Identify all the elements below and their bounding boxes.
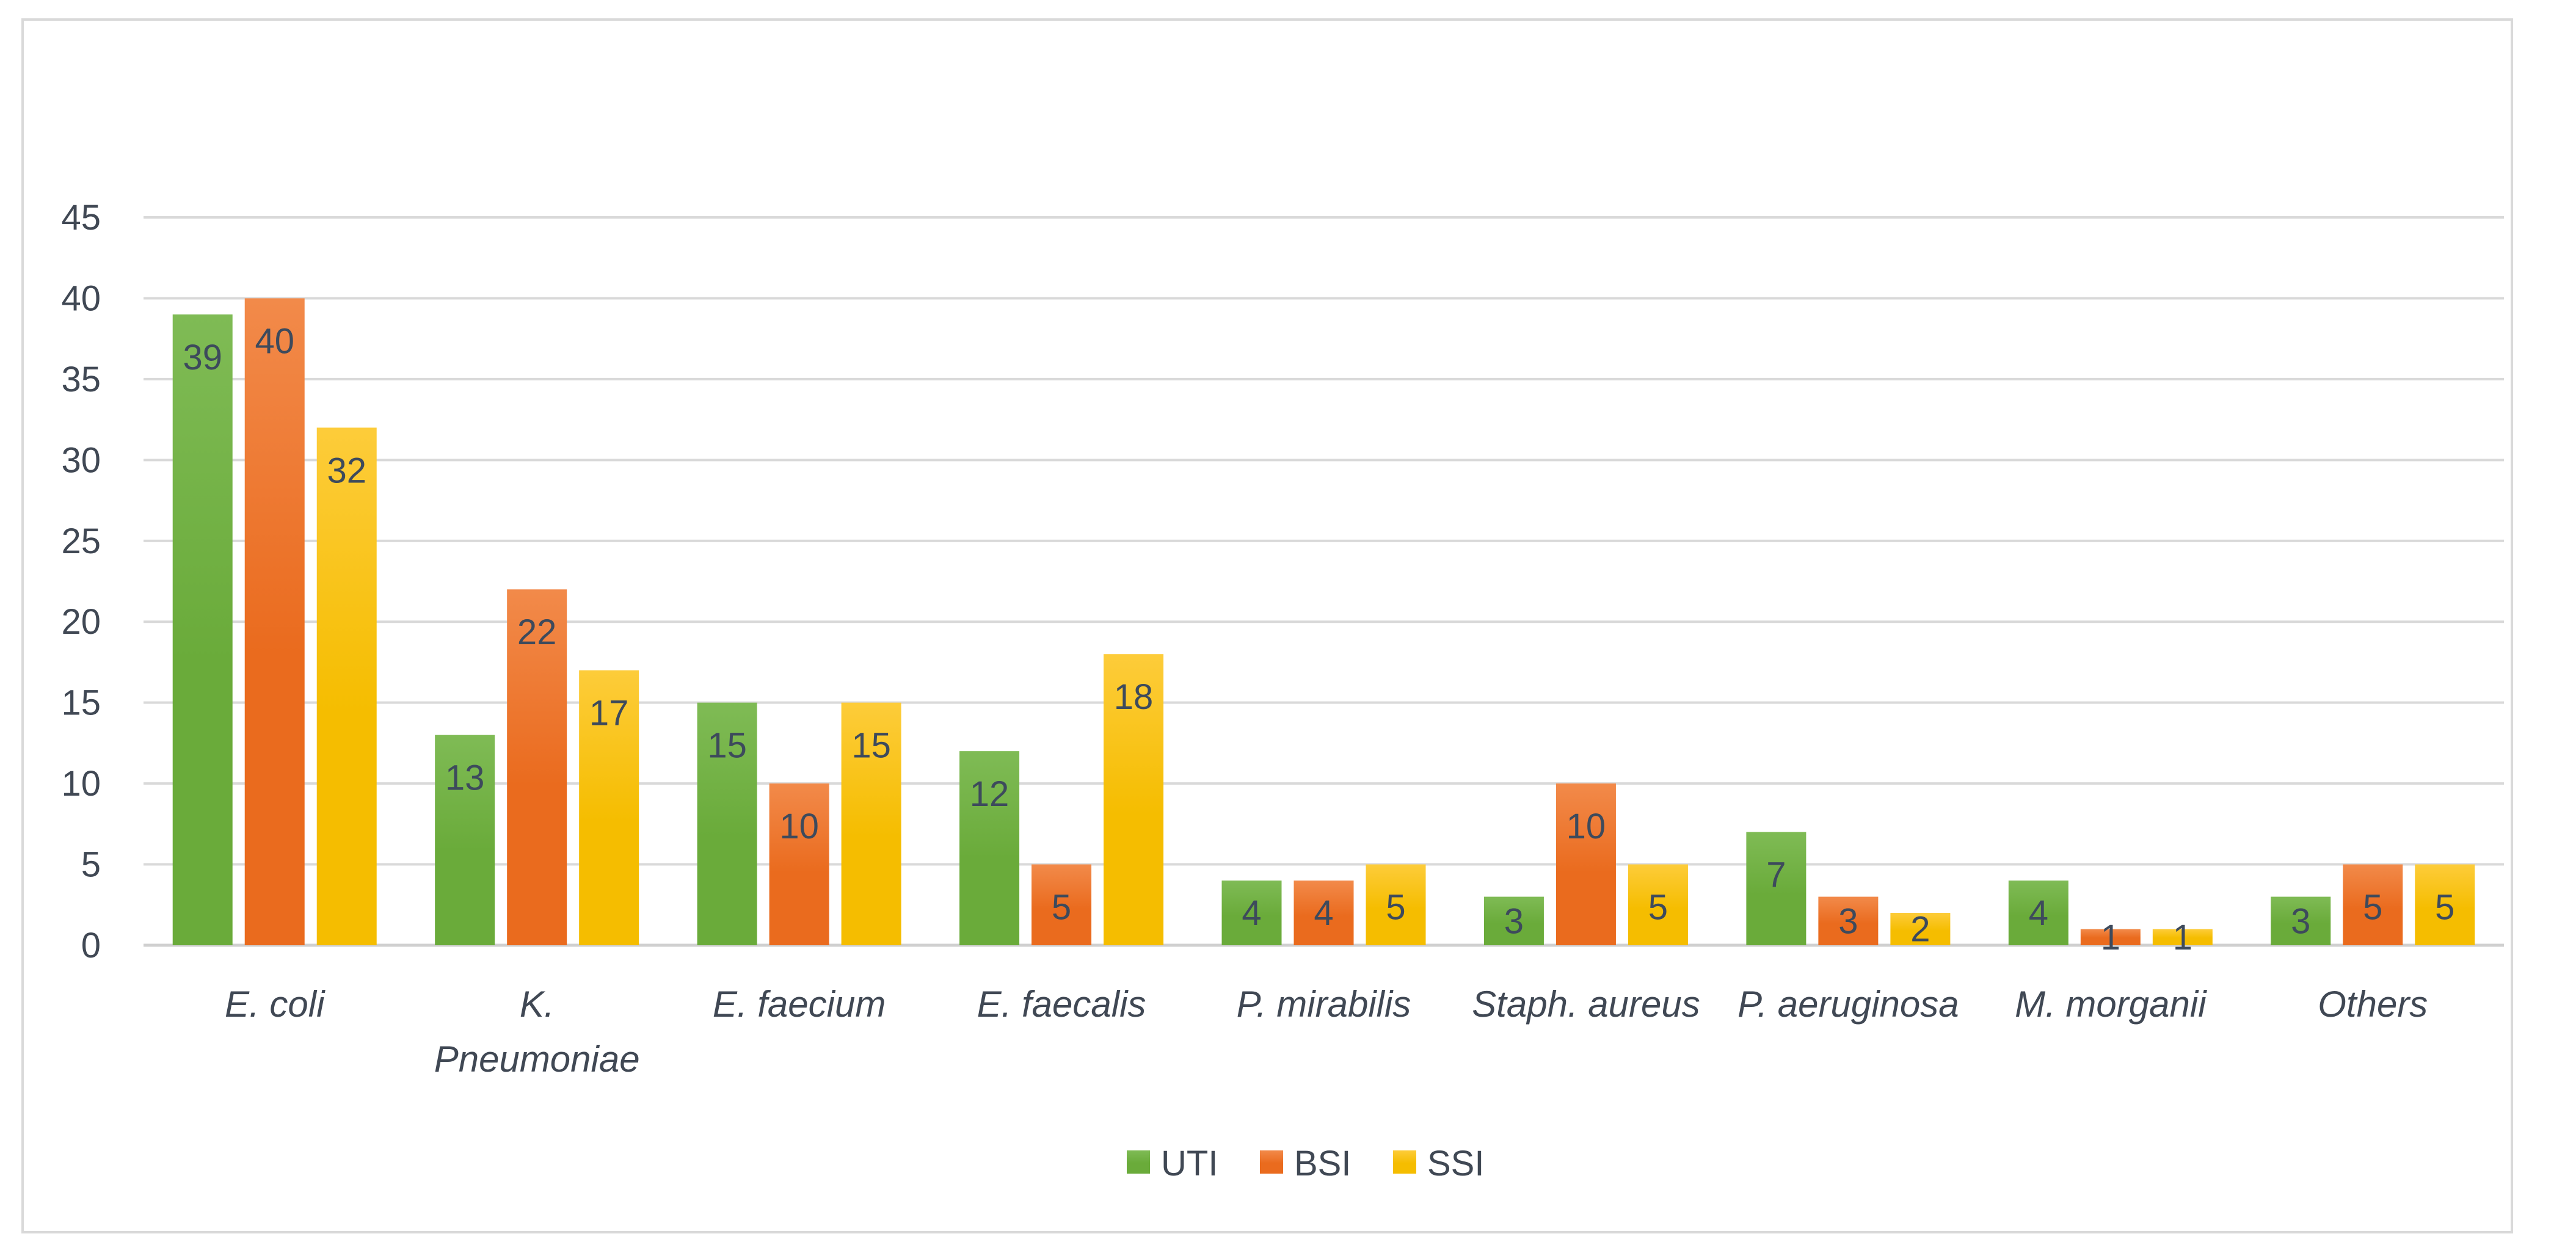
data-label: 10: [1566, 807, 1606, 846]
bar-uti: [1483, 896, 1544, 945]
grid-lines: [144, 216, 2504, 947]
bar-uti: [697, 702, 757, 945]
data-label: 7: [1766, 855, 1786, 895]
legend: UTI BSI SSI: [1127, 1144, 1485, 1183]
y-tick-label: 40: [61, 278, 101, 318]
bar-ssi: [1366, 864, 1426, 945]
data-label: 4: [1314, 893, 1333, 933]
legend-label: BSI: [1294, 1144, 1352, 1183]
bar-uti: [1221, 881, 1282, 945]
data-label: 4: [2029, 893, 2048, 933]
data-label: 32: [327, 451, 366, 490]
data-label: 18: [1114, 677, 1154, 717]
y-tick-label: 15: [61, 683, 101, 723]
data-label: 13: [445, 758, 485, 798]
y-tick-label: 20: [61, 602, 101, 642]
bar-ssi: [1890, 913, 1951, 945]
y-tick-label: 30: [61, 440, 101, 480]
x-category-label: E. coli: [225, 984, 326, 1025]
bar-ssi: [1104, 654, 1164, 945]
bar-bsi: [244, 298, 305, 945]
legend-label: UTI: [1161, 1144, 1218, 1183]
bar-bsi: [769, 783, 829, 945]
data-label: 5: [2363, 888, 2382, 928]
x-category-label: M. morganii: [2015, 984, 2207, 1025]
bar-uti: [1746, 832, 1806, 945]
bar-ssi: [579, 670, 639, 945]
data-label: 5: [1386, 888, 1405, 928]
bar-bsi: [507, 589, 567, 945]
x-category-label: P. aeruginosa: [1737, 984, 1959, 1025]
data-label: 3: [1504, 901, 1524, 941]
data-label: 5: [1052, 888, 1071, 928]
bar-ssi: [2152, 929, 2213, 945]
data-label: 5: [2435, 888, 2454, 928]
chart-frame: [21, 18, 2513, 1233]
x-category-label: Staph. aureus: [1472, 984, 1700, 1025]
data-label: 2: [1910, 910, 1930, 950]
legend-item-bsi: BSI: [1260, 1144, 1352, 1183]
data-label: 1: [2101, 918, 2120, 957]
bars: [172, 298, 2475, 945]
bar-ssi: [316, 427, 377, 945]
bar-uti: [2008, 881, 2068, 945]
data-label: 1: [2173, 918, 2192, 957]
data-label: 5: [1648, 888, 1668, 928]
legend-label: SSI: [1427, 1144, 1485, 1183]
y-axis-ticks: 0 5 10 15 20 25 30 35 40 45: [61, 198, 101, 965]
x-axis-categories: E. coli K. Pneumoniae E. faecium E. faecalis…: [225, 984, 2428, 1080]
x-category-label: Others: [2318, 984, 2428, 1025]
y-tick-label: 45: [61, 198, 101, 238]
data-label: 3: [1838, 901, 1858, 941]
data-label: 17: [589, 694, 629, 733]
data-label: 15: [851, 726, 891, 766]
bar-ssi: [1628, 864, 1688, 945]
y-tick-label: 10: [61, 764, 101, 804]
data-label: 40: [255, 321, 294, 361]
bar-bsi: [1293, 881, 1354, 945]
data-label: 22: [517, 612, 557, 652]
y-tick-label: 5: [81, 845, 101, 885]
legend-item-uti: UTI: [1127, 1144, 1218, 1183]
bar-uti: [2271, 896, 2331, 945]
data-label: 12: [970, 774, 1010, 814]
bar-bsi: [1555, 783, 1616, 945]
bar-bsi: [1818, 896, 1879, 945]
data-label: 39: [183, 338, 222, 377]
data-label: 4: [1242, 893, 1261, 933]
legend-swatch: [1260, 1150, 1283, 1174]
x-category-label: E. faecium: [713, 984, 886, 1025]
bar-bsi: [1031, 864, 1092, 945]
x-category-label: P. mirabilis: [1237, 984, 1411, 1025]
bar-bsi: [2080, 929, 2141, 945]
bar-uti: [435, 735, 495, 945]
bar-uti: [959, 751, 1020, 945]
y-tick-label: 0: [81, 926, 101, 965]
bar-uti: [172, 314, 233, 945]
bar-bsi: [2343, 864, 2403, 945]
legend-item-ssi: SSI: [1393, 1144, 1485, 1183]
data-label: 10: [779, 807, 819, 846]
y-tick-label: 35: [61, 360, 101, 399]
bar-ssi: [841, 702, 901, 945]
legend-swatch: [1393, 1150, 1416, 1174]
x-category-label: K. Pneumoniae: [434, 984, 640, 1080]
x-category-label: E. faecalis: [977, 984, 1146, 1025]
bar-ssi: [2415, 864, 2475, 945]
data-label: 3: [2291, 901, 2310, 941]
y-tick-label: 25: [61, 521, 101, 561]
data-label: 15: [707, 726, 747, 766]
legend-swatch: [1127, 1150, 1150, 1174]
